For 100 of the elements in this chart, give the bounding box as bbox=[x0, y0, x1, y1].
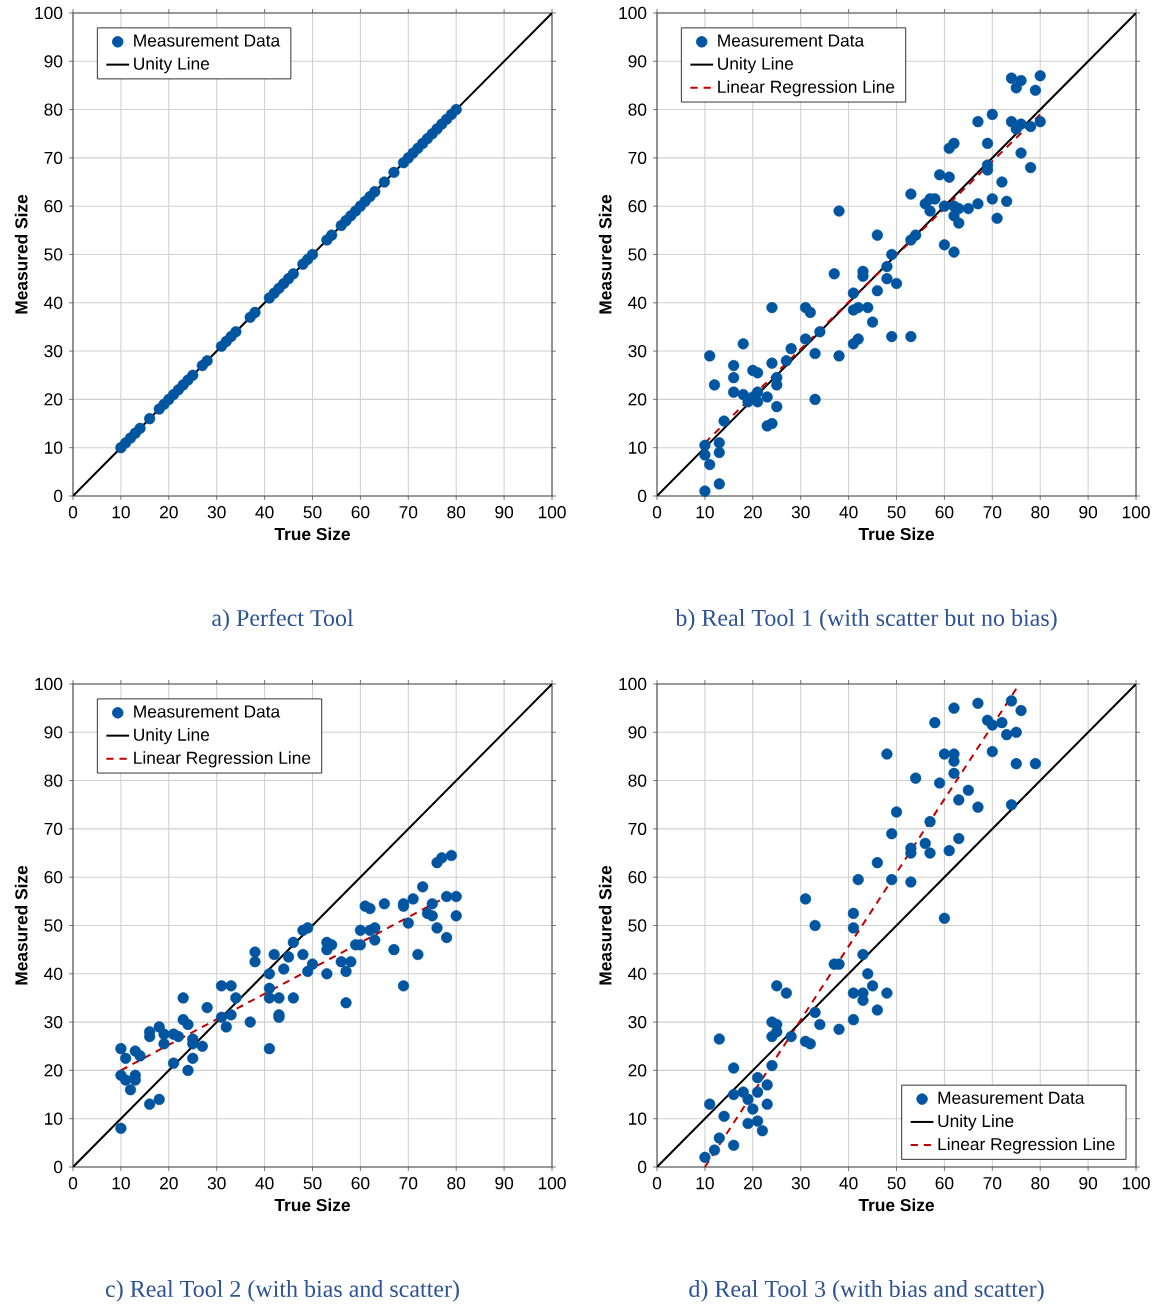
y-tick-label: 40 bbox=[44, 967, 63, 980]
point bbox=[287, 268, 299, 280]
y-tick-label: 100 bbox=[35, 6, 63, 20]
x-tick-label: 50 bbox=[303, 506, 322, 519]
y-tick-label: 10 bbox=[629, 441, 647, 454]
x-tick-label: 80 bbox=[447, 506, 466, 519]
y-tick-label: 100 bbox=[619, 677, 647, 691]
x-tick-label: 20 bbox=[160, 506, 178, 519]
point bbox=[144, 413, 156, 425]
y-tick-label: 30 bbox=[628, 344, 647, 358]
x-tick-label: 20 bbox=[744, 1177, 762, 1190]
y-tick-label: 90 bbox=[44, 55, 63, 68]
x-tick-label: 30 bbox=[791, 506, 810, 519]
x-tick-label: 30 bbox=[791, 1177, 810, 1190]
y-tick-label: 60 bbox=[44, 200, 63, 213]
point bbox=[369, 186, 381, 198]
y-axis-title: Measured Size bbox=[14, 194, 28, 314]
legend-label: Unity Line bbox=[134, 57, 210, 74]
y-tick-label: 20 bbox=[44, 1064, 63, 1077]
x-tick-label: 0 bbox=[68, 506, 78, 519]
x-axis-title: True Size bbox=[274, 1198, 350, 1212]
x-tick-label: 40 bbox=[839, 506, 858, 519]
y-tick-label: 50 bbox=[628, 919, 647, 932]
legend-label: Linear Regression Line bbox=[718, 80, 895, 97]
x-tick-label: 80 bbox=[447, 1177, 466, 1190]
y-tick-label: 100 bbox=[35, 677, 63, 691]
point bbox=[388, 166, 400, 178]
y-tick-label: 90 bbox=[628, 726, 647, 739]
legend-label: Unity Line bbox=[134, 728, 210, 745]
y-tick-label: 90 bbox=[628, 55, 647, 68]
text: b) Real Tool 1 (with scatter but no bias) bbox=[675, 609, 1057, 631]
point bbox=[326, 229, 338, 241]
x-tick-label: 70 bbox=[983, 506, 1002, 519]
legend-label: Linear Regression Line bbox=[134, 751, 311, 768]
y-tick-label: 40 bbox=[628, 967, 647, 980]
y-tick-label: 50 bbox=[44, 919, 63, 932]
y-tick-label: 30 bbox=[628, 1015, 647, 1029]
y-tick-label: 70 bbox=[44, 151, 63, 165]
x-tick-label: 40 bbox=[255, 506, 274, 519]
y-tick-label: 70 bbox=[628, 151, 647, 165]
point bbox=[201, 355, 213, 367]
x-tick-label: 90 bbox=[1079, 1177, 1098, 1190]
y-tick-label: 10 bbox=[44, 1112, 63, 1125]
legend-label: Measurement Data bbox=[938, 1091, 1085, 1104]
y-tick-label: 80 bbox=[628, 103, 647, 116]
y-tick-label: 70 bbox=[44, 822, 63, 836]
legend-label: Measurement Data bbox=[134, 705, 281, 718]
y-tick-label: 80 bbox=[628, 774, 647, 787]
y-tick-label: 80 bbox=[44, 103, 63, 116]
x-tick-label: 60 bbox=[935, 1177, 954, 1190]
y-tick-label: 60 bbox=[628, 871, 647, 884]
x-tick-label: 60 bbox=[351, 1177, 370, 1190]
y-tick-label: 30 bbox=[44, 1015, 63, 1029]
x-axis-title: True Size bbox=[274, 527, 350, 541]
x-tick-label: 10 bbox=[696, 506, 714, 519]
legend-label: Linear Regression Line bbox=[938, 1137, 1115, 1154]
y-tick-label: 10 bbox=[44, 441, 63, 454]
x-tick-label: 90 bbox=[495, 1177, 514, 1190]
y-tick-label: 0 bbox=[53, 489, 63, 503]
x-tick-label: 50 bbox=[887, 506, 906, 519]
y-tick-label: 60 bbox=[44, 871, 63, 884]
x-tick-label: 60 bbox=[351, 506, 370, 519]
y-tick-label: 90 bbox=[44, 726, 63, 739]
y-tick-label: 20 bbox=[44, 393, 63, 406]
x-tick-label: 80 bbox=[1031, 1177, 1050, 1190]
y-tick-label: 10 bbox=[629, 1112, 647, 1125]
y-tick-label: 0 bbox=[637, 1160, 647, 1174]
legend-label: Unity Line bbox=[938, 1114, 1014, 1131]
y-tick-label: 100 bbox=[619, 6, 647, 20]
y-tick-label: 40 bbox=[44, 296, 63, 309]
point bbox=[378, 176, 390, 188]
point bbox=[450, 103, 462, 116]
x-tick-label: 80 bbox=[1031, 506, 1050, 519]
y-tick-label: 0 bbox=[53, 1160, 63, 1174]
point bbox=[249, 306, 261, 319]
text: d) Real Tool 3 (with bias and scatter) bbox=[689, 1280, 1044, 1302]
y-tick-label: 80 bbox=[44, 774, 63, 787]
x-tick-label: 50 bbox=[887, 1177, 906, 1190]
point bbox=[134, 422, 146, 434]
legend-label: Measurement Data bbox=[718, 34, 865, 47]
y-tick-label: 20 bbox=[628, 393, 647, 406]
text: a) Perfect Tool bbox=[212, 608, 354, 631]
x-tick-label: 100 bbox=[1122, 1177, 1150, 1190]
y-tick-label: 40 bbox=[628, 296, 647, 309]
x-tick-label: 90 bbox=[1079, 506, 1098, 519]
x-tick-label: 70 bbox=[399, 506, 418, 519]
y-axis-title: Measured Size bbox=[598, 194, 612, 314]
x-tick-label: 0 bbox=[68, 1177, 78, 1190]
y-tick-label: 50 bbox=[44, 248, 63, 261]
x-tick-label: 10 bbox=[112, 506, 130, 519]
point bbox=[230, 326, 242, 338]
x-tick-label: 60 bbox=[935, 506, 954, 519]
x-tick-label: 20 bbox=[160, 1177, 178, 1190]
x-tick-label: 10 bbox=[112, 1177, 130, 1190]
x-tick-label: 40 bbox=[255, 1177, 274, 1190]
x-tick-label: 70 bbox=[983, 1177, 1002, 1190]
legend-label: Measurement Data bbox=[134, 34, 281, 47]
y-tick-label: 30 bbox=[44, 344, 63, 358]
x-tick-label: 100 bbox=[538, 1177, 566, 1190]
point bbox=[187, 369, 199, 381]
